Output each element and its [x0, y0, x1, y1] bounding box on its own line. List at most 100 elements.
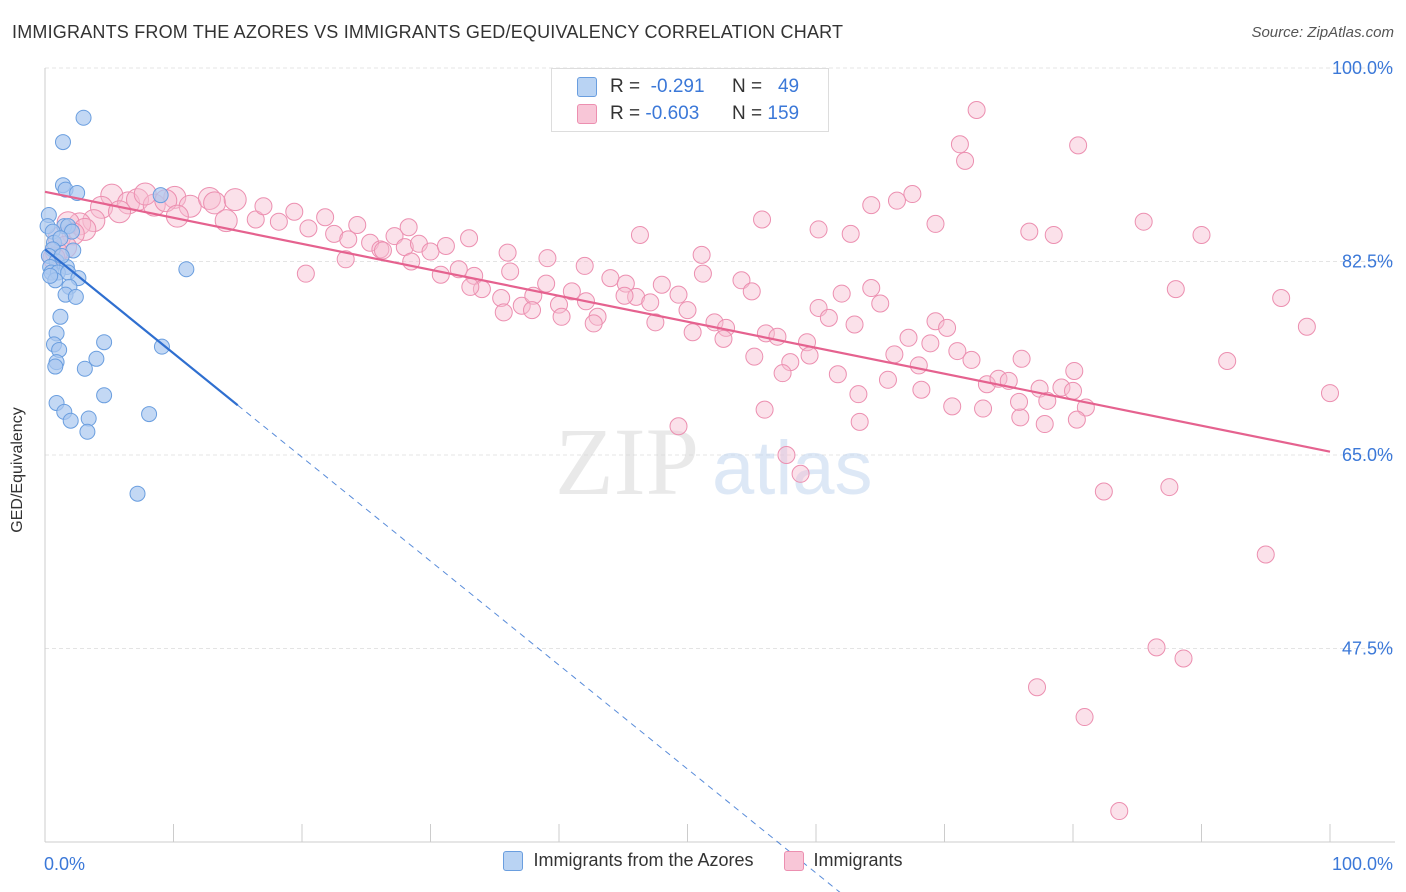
immigrants-point — [819, 308, 838, 327]
immigrants-point — [254, 197, 273, 216]
legend-swatch-immigrants-bottom — [783, 850, 804, 871]
y-tick-label: 65.0% — [1342, 445, 1393, 465]
immigrants-point — [1192, 225, 1211, 244]
y-tick-label: 100.0% — [1332, 58, 1393, 78]
immigrants-point — [460, 229, 479, 248]
immigrants-point — [203, 191, 227, 215]
azores-point — [42, 267, 59, 284]
immigrants-point — [641, 293, 660, 312]
immigrants-point — [809, 220, 828, 239]
azores-point — [76, 360, 93, 377]
azores-point — [79, 423, 96, 440]
y-tick-label: 47.5% — [1342, 639, 1393, 659]
immigrants-point — [575, 256, 594, 275]
immigrants-point — [841, 224, 860, 243]
immigrants-point — [336, 250, 355, 269]
azores-point — [53, 247, 70, 264]
immigrants-point — [498, 243, 517, 262]
immigrants-point — [399, 218, 418, 237]
immigrants-point — [523, 301, 542, 320]
immigrants-point — [492, 288, 511, 307]
immigrants-point — [832, 284, 851, 303]
immigrants-point — [1160, 478, 1179, 497]
immigrants-point — [285, 202, 304, 221]
immigrants-point — [745, 347, 764, 366]
immigrants-point — [494, 303, 513, 322]
immigrants-point — [82, 209, 106, 233]
legend-r-immigrants: R = -0.603 — [610, 103, 700, 124]
immigrants-point — [373, 241, 392, 260]
immigrants-point — [1218, 352, 1237, 371]
immigrants-point — [1065, 361, 1084, 380]
immigrants-point — [845, 315, 864, 334]
immigrants-point — [669, 417, 688, 436]
watermark: ZIP atlas — [555, 408, 873, 515]
azores-point — [67, 288, 84, 305]
immigrants-point — [108, 200, 132, 224]
azores-point — [75, 109, 92, 126]
immigrants-point — [1110, 802, 1129, 821]
immigrants-point — [678, 301, 697, 320]
immigrants-point — [1038, 391, 1057, 410]
legend-n-azores: N = 49 — [732, 76, 800, 97]
azores-point — [96, 334, 113, 351]
immigrants-point — [862, 196, 881, 215]
immigrants-point — [538, 249, 557, 268]
legend-row-immigrants: R = -0.603 N = 159 — [552, 101, 828, 127]
axes — [44, 68, 1395, 843]
azores-trend-extension — [237, 404, 841, 892]
correlation-legend: R = -0.291 N = 49 R = -0.603 N = 159 — [551, 68, 829, 132]
immigrants-point — [325, 224, 344, 243]
immigrants-point — [899, 328, 918, 347]
immigrants-point — [214, 209, 238, 233]
immigrants-point — [1035, 415, 1054, 434]
immigrants-point — [1012, 349, 1031, 368]
immigrants-point — [912, 380, 931, 399]
y-tick-label: 82.5% — [1342, 252, 1393, 272]
immigrants-point — [562, 282, 581, 301]
immigrants-point — [962, 350, 981, 369]
immigrants-point — [768, 327, 787, 346]
immigrants-point — [1064, 381, 1082, 400]
immigrants-point — [512, 296, 531, 315]
legend-item-azores[interactable]: Immigrants from the Azores — [503, 850, 754, 871]
immigrants-point — [269, 212, 288, 231]
immigrants-point — [223, 188, 247, 212]
immigrants-point — [1028, 678, 1047, 697]
immigrants-point — [601, 269, 620, 288]
immigrants-point — [1297, 317, 1316, 336]
x-tick-label: 0.0% — [44, 854, 85, 874]
immigrants-point — [967, 101, 986, 120]
immigrants-point — [1067, 410, 1086, 429]
immigrants-point — [1321, 384, 1339, 403]
azores-point — [47, 358, 64, 375]
immigrants-point — [943, 397, 962, 416]
immigrants-point — [652, 275, 671, 294]
immigrants-point — [777, 446, 796, 464]
immigrants-point — [714, 329, 733, 348]
immigrants-point — [800, 346, 819, 365]
immigrants-point — [1272, 288, 1291, 307]
legend-item-immigrants[interactable]: Immigrants — [783, 850, 903, 871]
x-tick-label: 100.0% — [1332, 854, 1393, 874]
immigrants-point — [1069, 136, 1088, 155]
immigrants-point — [885, 345, 904, 364]
immigrants-point — [299, 219, 318, 238]
y-axis-title: GED/Equivalency — [9, 407, 26, 533]
immigrants-point — [903, 185, 922, 204]
series-legend: Immigrants from the Azores Immigrants — [0, 850, 1406, 871]
immigrants-point — [926, 312, 945, 331]
immigrants-point — [1020, 222, 1039, 241]
grid-lines — [45, 67, 1395, 649]
immigrants-point — [501, 262, 520, 281]
immigrants-point — [948, 342, 967, 361]
immigrants-point — [956, 151, 975, 170]
immigrants-point — [646, 313, 665, 332]
immigrants-point — [683, 323, 702, 342]
legend-swatch-azores — [577, 77, 597, 97]
azores-point — [80, 410, 97, 427]
immigrants-point — [1044, 225, 1063, 244]
azores-point — [129, 485, 146, 502]
immigrants-point — [669, 285, 688, 304]
